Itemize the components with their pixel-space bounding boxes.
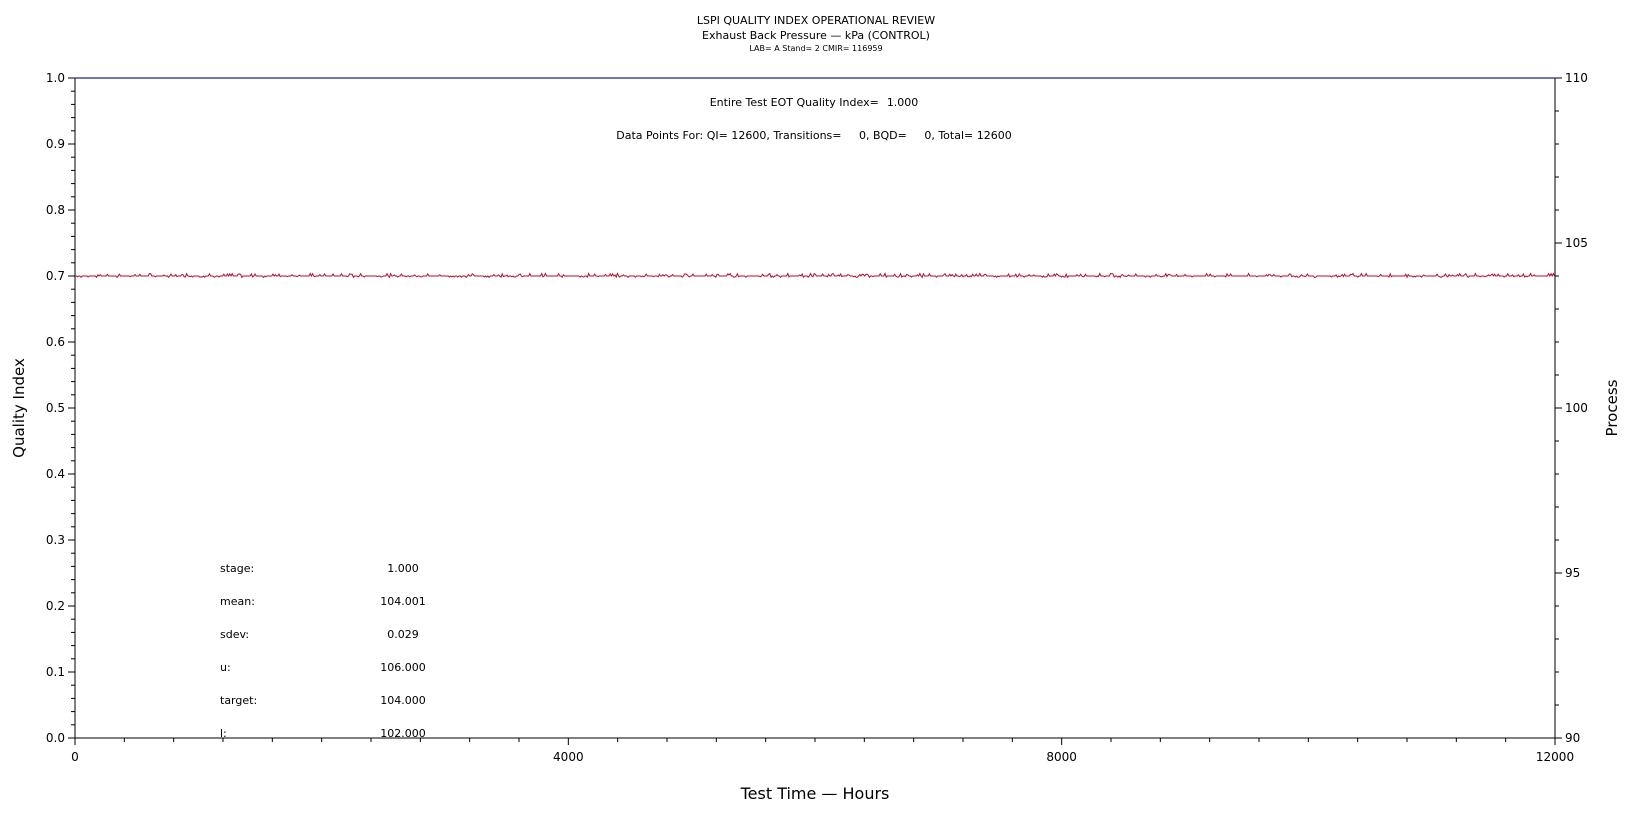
y-left-tick-label: 0.7 xyxy=(46,269,65,283)
y-left-tick-label: 0.1 xyxy=(46,665,65,679)
eot-value: 1.000 xyxy=(887,96,919,109)
y-right-tick-label: 90 xyxy=(1565,731,1580,745)
chart-title: LSPI QUALITY INDEX OPERATIONAL REVIEW xyxy=(696,14,936,27)
data-points-annotation: Data Points For: QI= 12600, Transitions=… xyxy=(616,129,1011,142)
y-left-axis-label: Quality Index xyxy=(10,358,28,458)
chart-subtitle: Exhaust Back Pressure — kPa (CONTROL) xyxy=(702,29,930,42)
stat-value: 1.000 xyxy=(387,562,419,575)
eot-quality-index-annotation: Entire Test EOT Quality Index= 1.000 xyxy=(710,96,919,109)
plot-frame xyxy=(74,77,1556,739)
x-axis-label: Test Time — Hours xyxy=(740,784,890,803)
x-tick-label: 12000 xyxy=(1536,750,1574,764)
x-tick-label: 4000 xyxy=(553,750,584,764)
y-left-tick-label: 0.0 xyxy=(46,731,65,745)
chart-info: LAB= A Stand= 2 CMIR= 116959 xyxy=(749,44,883,53)
y-right-tick-label: 95 xyxy=(1565,566,1580,580)
x-tick-label: 0 xyxy=(71,750,79,764)
stat-label: sdev: xyxy=(220,628,249,641)
stat-label: stage: xyxy=(220,562,254,575)
y-left-tick-label: 1.0 xyxy=(46,71,65,85)
stat-label: target: xyxy=(220,694,257,707)
stat-value: 0.029 xyxy=(387,628,419,641)
y-left-tick-label: 0.8 xyxy=(46,203,65,217)
stat-value: 104.001 xyxy=(380,595,426,608)
y-left-tick-label: 0.4 xyxy=(46,467,65,481)
y-right-axis-label: Process xyxy=(1603,379,1621,436)
eot-label: Entire Test EOT Quality Index= xyxy=(710,96,879,109)
y-right-tick-label: 100 xyxy=(1565,401,1588,415)
stat-value: 102.000 xyxy=(380,727,426,740)
stat-value: 106.000 xyxy=(380,661,426,674)
y-right-tick-label: 110 xyxy=(1565,71,1588,85)
stat-label: mean: xyxy=(220,595,255,608)
process-line xyxy=(75,272,1556,279)
stat-value: 104.000 xyxy=(380,694,426,707)
y-right-tick-label: 105 xyxy=(1565,236,1588,250)
stat-label: l: xyxy=(220,727,227,740)
y-left-tick-label: 0.9 xyxy=(46,137,65,151)
y-left-tick-label: 0.2 xyxy=(46,599,65,613)
stats-panel: stage: 1.000 mean: 104.001 sdev: 0.029 u: 106.0… xyxy=(220,562,426,740)
y-left-tick-label: 0.5 xyxy=(46,401,65,415)
stat-label: u: xyxy=(220,661,231,674)
y-left-tick-label: 0.6 xyxy=(46,335,65,349)
y-left-tick-label: 0.3 xyxy=(46,533,65,547)
x-tick-label: 8000 xyxy=(1046,750,1077,764)
